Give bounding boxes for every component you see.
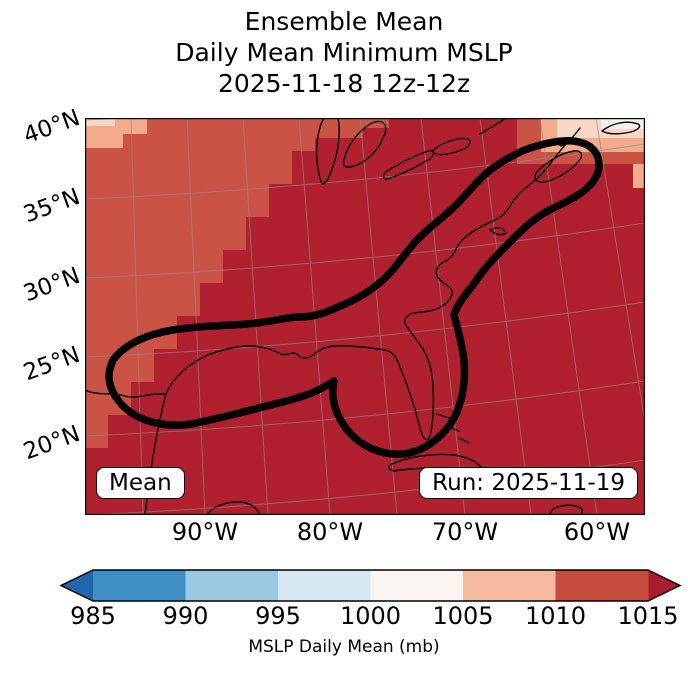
x-tick-label: 90°W — [171, 518, 239, 546]
colorbar-label: MSLP Daily Mean (mb) — [248, 637, 440, 657]
mslp-fill-mid — [363, 118, 389, 128]
colorbar-segment — [93, 570, 187, 601]
map-svg — [85, 118, 645, 515]
title-line-1: Ensemble Mean — [244, 7, 444, 36]
y-tick-label: 40°N — [20, 104, 84, 150]
x-tick-label: 60°W — [563, 518, 631, 546]
mean-label-box: Mean — [96, 467, 185, 499]
mslp-fill-pale-corner — [85, 134, 123, 148]
colorbar-segment — [185, 570, 279, 601]
highlight-contour — [105, 137, 603, 458]
chart-title: Ensemble Mean Daily Mean Minimum MSLP 20… — [0, 6, 688, 99]
graticule — [85, 118, 645, 515]
y-tick-label: 20°N — [20, 420, 84, 466]
colorbar-segment — [555, 570, 649, 601]
colorbar-under-arrow — [61, 570, 93, 601]
colorbar — [59, 569, 682, 602]
colorbar-segment — [370, 570, 464, 601]
x-tick-label: 70°W — [431, 518, 499, 546]
colorbar-segment — [278, 570, 372, 601]
y-tick-label: 35°N — [20, 183, 84, 229]
map-frame — [85, 118, 645, 515]
y-tick-label: 30°N — [20, 262, 84, 308]
colorbar-over-arrow — [648, 570, 680, 601]
mslp-fill-white-corner — [601, 118, 645, 129]
run-label-box: Run: 2025-11-19 — [419, 467, 638, 499]
mslp-fill-pale-edge — [633, 164, 645, 188]
mslp-fill-mid-northwest — [85, 118, 315, 448]
colorbar-segment — [463, 570, 557, 601]
y-tick-label: 25°N — [20, 341, 84, 387]
coastlines — [85, 118, 641, 515]
colorbar-outline — [59, 569, 682, 602]
title-line-2: Daily Mean Minimum MSLP — [175, 38, 513, 67]
x-tick-label: 80°W — [296, 518, 364, 546]
mslp-fill-paler-corner — [85, 118, 115, 126]
title-line-3: 2025-11-18 12z-12z — [217, 69, 471, 98]
map-plot-area — [85, 118, 645, 515]
